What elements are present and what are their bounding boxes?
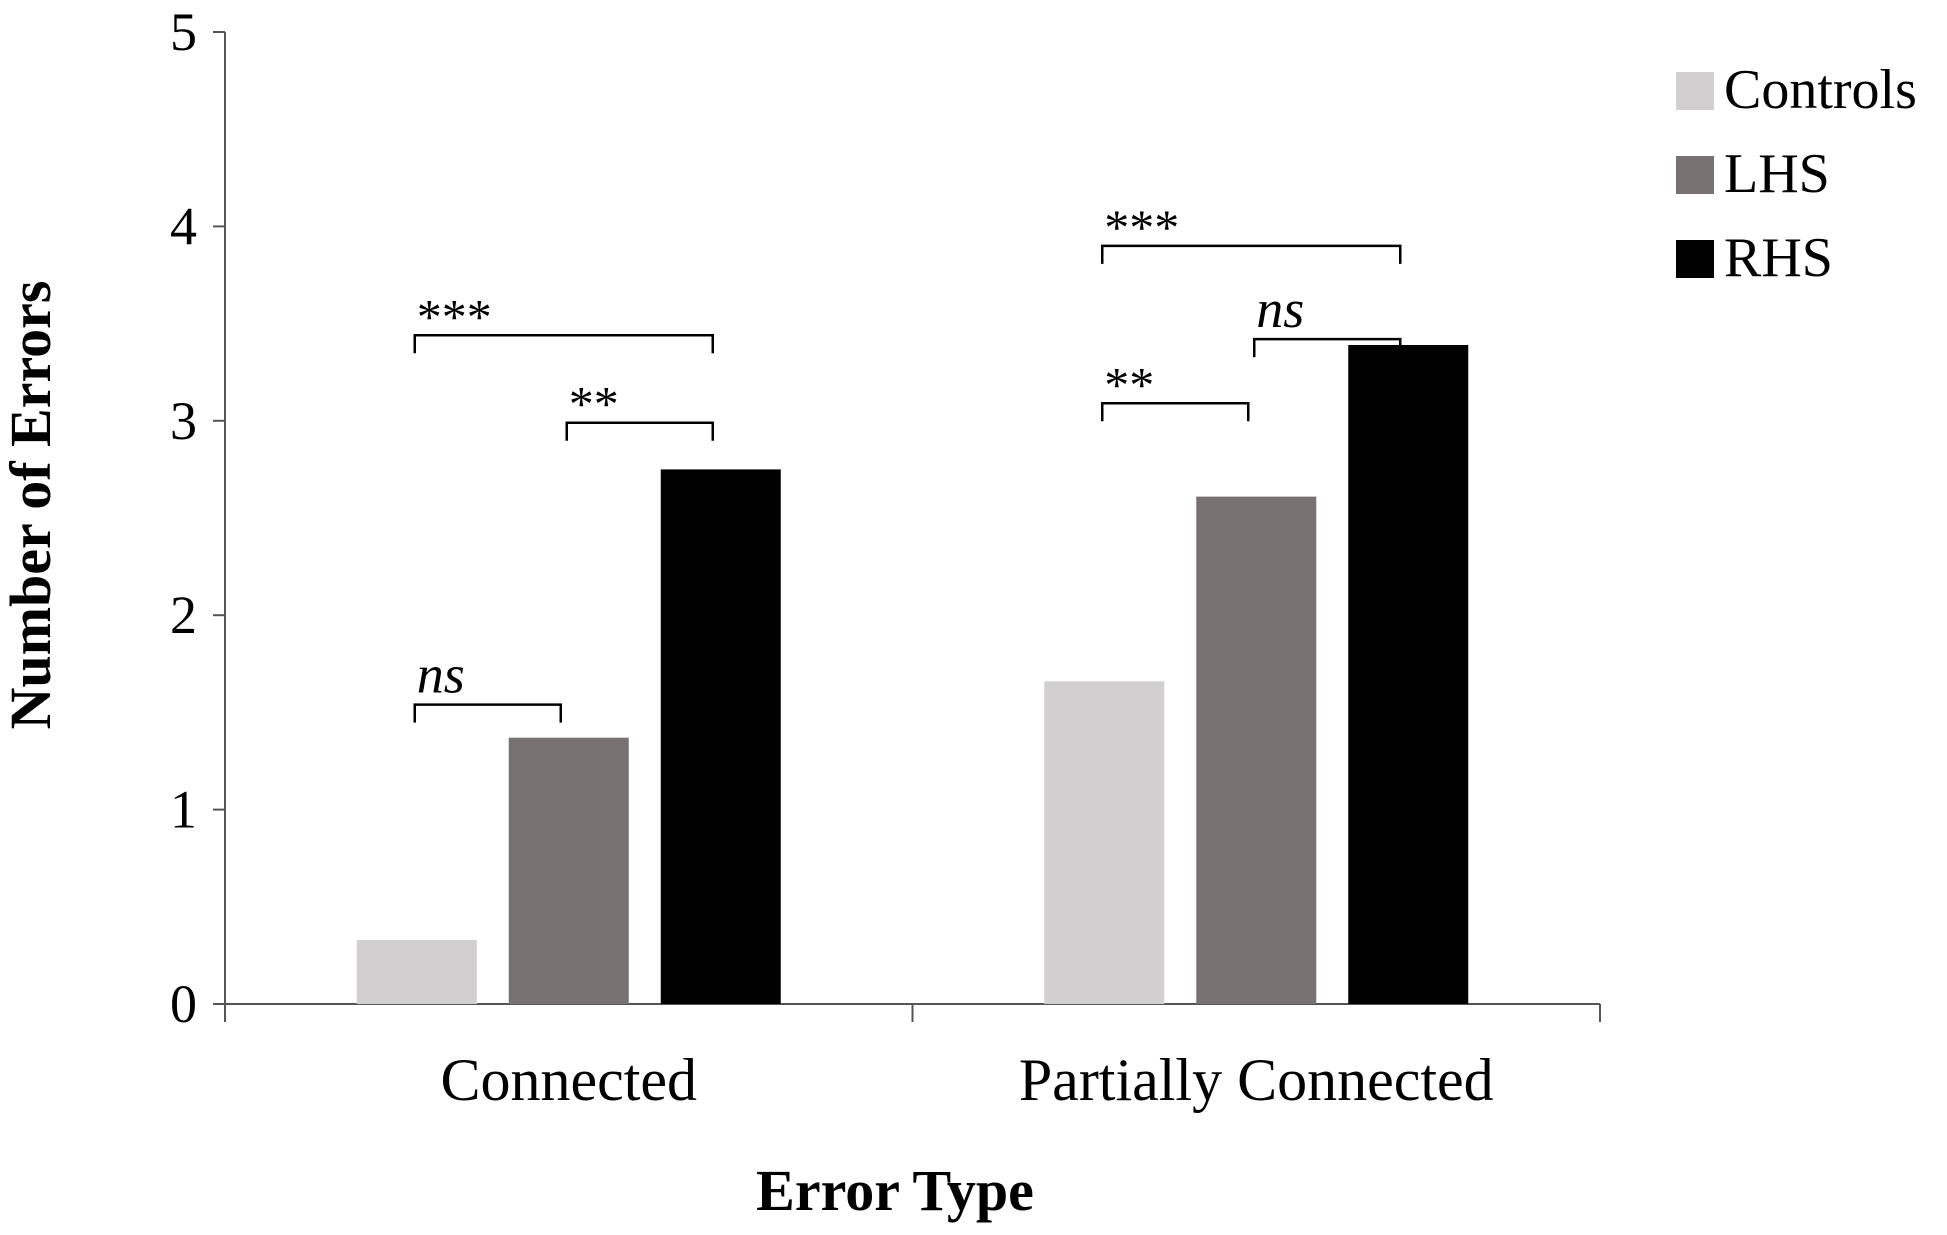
y-tick-label: 2 — [170, 585, 197, 645]
significance-bracket: *** — [413, 288, 714, 354]
bar-lhs-0 — [508, 737, 629, 1004]
legend-label: RHS — [1724, 227, 1833, 289]
significance-label: ** — [569, 376, 619, 432]
legend-swatch — [1676, 156, 1714, 194]
bar-controls-0 — [356, 939, 477, 1004]
legend-swatch — [1676, 240, 1714, 278]
legend-item-rhs: RHS — [1676, 227, 1833, 289]
y-axis-title: Number of Errors — [0, 281, 63, 730]
x-axis-title: Error Type — [756, 1158, 1034, 1223]
x-category-label: Connected — [440, 1047, 697, 1113]
y-tick-label: 1 — [170, 780, 197, 840]
legend-swatch — [1676, 72, 1714, 110]
legend: Controls LHS RHS — [1676, 59, 1917, 289]
bar-lhs-1 — [1196, 496, 1317, 1004]
axes: 0 1 2 3 4 5 Connected Partially Connected — [170, 2, 1601, 1113]
significance-bracket: *** — [1101, 199, 1402, 264]
y-tick-label: 5 — [170, 2, 197, 62]
significance-bracket: ** — [565, 376, 714, 441]
legend-label: Controls — [1724, 59, 1917, 121]
legend-item-controls: Controls — [1676, 59, 1917, 121]
significance-label: *** — [1104, 199, 1179, 255]
significance-label: *** — [417, 288, 492, 344]
significance-label: ns — [417, 645, 465, 705]
y-tick-label: 0 — [170, 974, 197, 1034]
bar-rhs-1 — [1348, 344, 1469, 1004]
significance-bracket: ns — [413, 645, 562, 723]
x-category-label: Partially Connected — [1019, 1047, 1494, 1113]
significance-annotations: ns*******ns*** — [413, 199, 1402, 723]
legend-item-lhs: LHS — [1676, 143, 1830, 205]
legend-label: LHS — [1724, 143, 1830, 205]
significance-label: ** — [1104, 356, 1154, 412]
bars — [356, 344, 1469, 1004]
y-tick-label: 4 — [170, 196, 197, 256]
y-tick-label: 3 — [170, 391, 197, 451]
significance-bracket: ns — [1253, 279, 1402, 358]
significance-label: ns — [1256, 279, 1304, 339]
bar-rhs-0 — [660, 469, 781, 1004]
significance-bracket: ** — [1101, 356, 1250, 422]
bar-controls-1 — [1044, 681, 1165, 1004]
